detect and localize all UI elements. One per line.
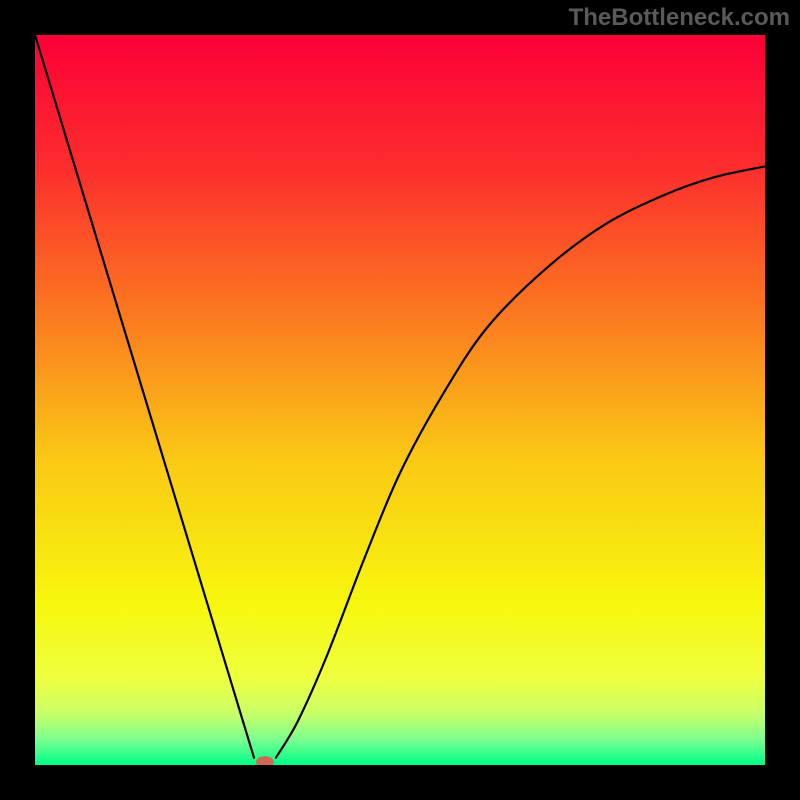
bottleneck-chart	[0, 0, 800, 800]
chart-container: TheBottleneck.com	[0, 0, 800, 800]
